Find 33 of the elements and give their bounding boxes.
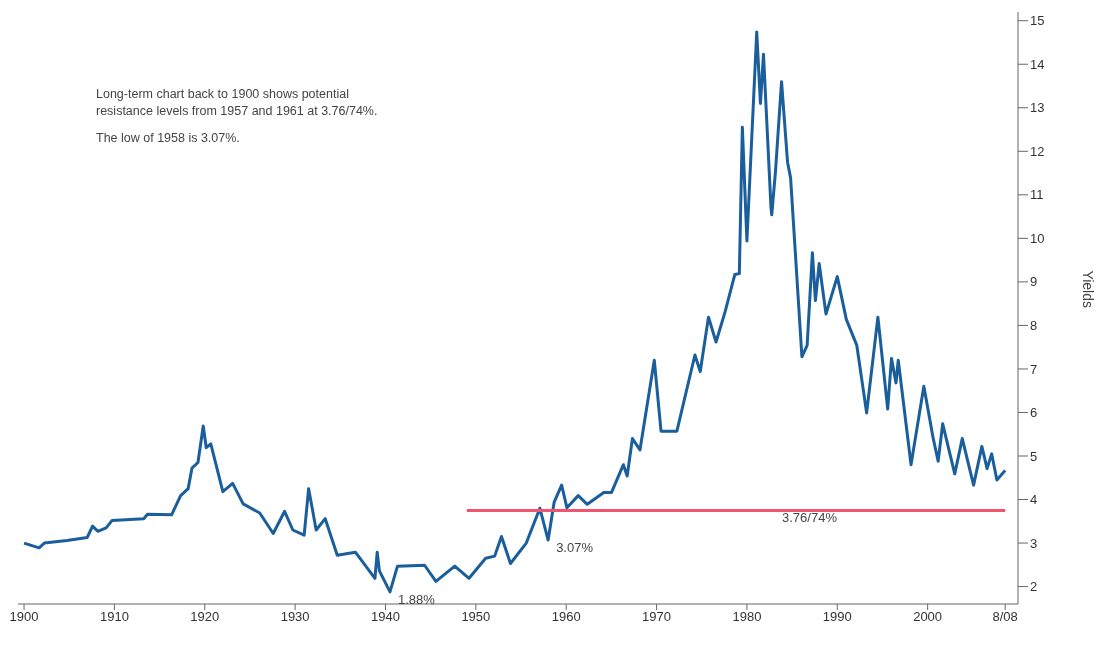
x-tick-label: 1970 [642,609,672,625]
y-tick-label: 10 [1030,230,1045,246]
annotation: 1.88% [397,591,436,607]
x-tick-label: 1990 [822,609,852,625]
y-tick-label: 11 [1030,187,1044,203]
line-series [22,30,1007,594]
x-tick-label: 1950 [461,609,491,625]
y-tick-label: 2 [1030,579,1038,595]
y-tick-label: 3 [1030,535,1038,551]
x-tick-label: 2000 [913,609,943,625]
y-tick-label: 8 [1030,318,1038,334]
x-tick-label: 1980 [732,609,762,625]
x-tick-label: 1940 [371,609,400,625]
annotation: Long-term chart back to 1900 shows potential resistance levels from 1957 and 1961 at 3.76/74%. [96,86,378,120]
y-tick-label: 4 [1030,492,1038,508]
x-tick-label: 1900 [9,609,39,625]
x-tick-label: 1930 [280,609,310,625]
annotation: 3.07% [556,540,594,556]
x-tick-label: 1910 [99,609,129,625]
annotation: The low of 1958 is 3.07%. [96,130,241,147]
y-tick-label: 7 [1030,361,1038,377]
y-tick-label: 12 [1030,143,1045,159]
x-tick-label: 1920 [190,609,220,625]
y-tick-label: 5 [1030,448,1038,464]
y-tick-label: 15 [1030,13,1045,29]
x-tick-label: 8/08 [992,609,1018,625]
y-tick-label: 13 [1030,100,1045,116]
x-tick-label: 1960 [551,609,581,625]
y-axis-title: Yields [1080,270,1097,308]
annotation: 3.76/74% [782,510,838,526]
y-tick-label: 6 [1030,405,1038,421]
y-tick-label: 9 [1030,274,1038,290]
y-tick-label: 14 [1030,56,1045,72]
